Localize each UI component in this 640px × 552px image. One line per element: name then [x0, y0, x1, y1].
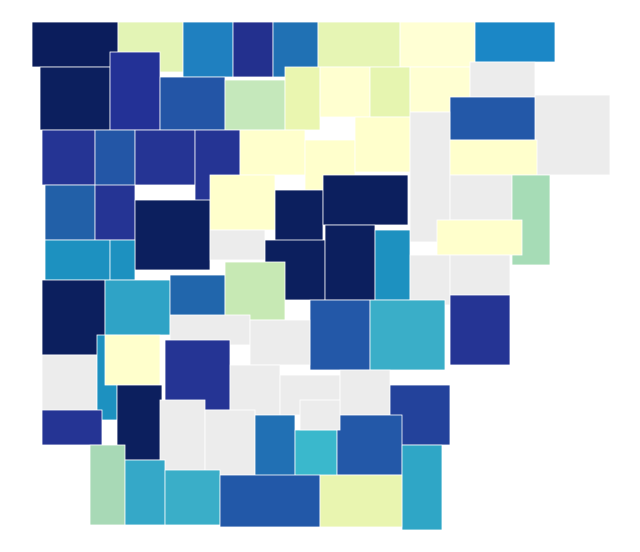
county	[219, 474, 321, 528]
county	[449, 96, 536, 141]
county	[134, 129, 196, 186]
county	[436, 219, 523, 256]
county	[449, 139, 538, 176]
county	[104, 279, 171, 336]
county	[369, 66, 411, 118]
county	[322, 174, 409, 226]
county	[449, 254, 511, 296]
county	[239, 129, 306, 176]
county	[449, 174, 513, 221]
county	[409, 254, 451, 306]
county	[159, 399, 206, 476]
county	[336, 414, 403, 476]
county	[284, 66, 321, 131]
county	[31, 21, 119, 68]
county	[319, 66, 371, 118]
county	[309, 299, 371, 371]
county	[109, 51, 161, 131]
county	[474, 21, 556, 63]
county	[44, 184, 96, 241]
county	[354, 116, 411, 173]
county	[224, 261, 286, 321]
county	[339, 369, 391, 416]
county	[164, 469, 221, 526]
county	[254, 414, 296, 486]
county	[324, 224, 376, 301]
county	[41, 409, 103, 446]
county	[104, 334, 161, 386]
county	[299, 399, 341, 431]
county	[44, 239, 111, 281]
county	[249, 319, 311, 366]
county	[224, 79, 286, 131]
county	[534, 94, 611, 176]
county	[124, 459, 166, 526]
county	[232, 21, 274, 78]
county	[369, 299, 446, 371]
county	[109, 239, 136, 281]
county	[469, 61, 536, 98]
county	[164, 339, 231, 411]
county	[209, 229, 266, 261]
county	[399, 21, 476, 68]
county	[317, 21, 401, 68]
county	[182, 21, 234, 78]
county	[159, 76, 226, 131]
county	[41, 279, 106, 356]
county	[94, 129, 136, 191]
county	[319, 474, 403, 528]
county	[374, 229, 411, 301]
county	[94, 184, 136, 241]
county	[401, 444, 443, 531]
county	[41, 129, 96, 186]
county	[204, 409, 256, 476]
county	[89, 444, 126, 526]
county	[449, 294, 511, 366]
county	[229, 364, 281, 416]
county	[39, 66, 111, 131]
county	[134, 199, 211, 271]
county	[209, 174, 276, 231]
